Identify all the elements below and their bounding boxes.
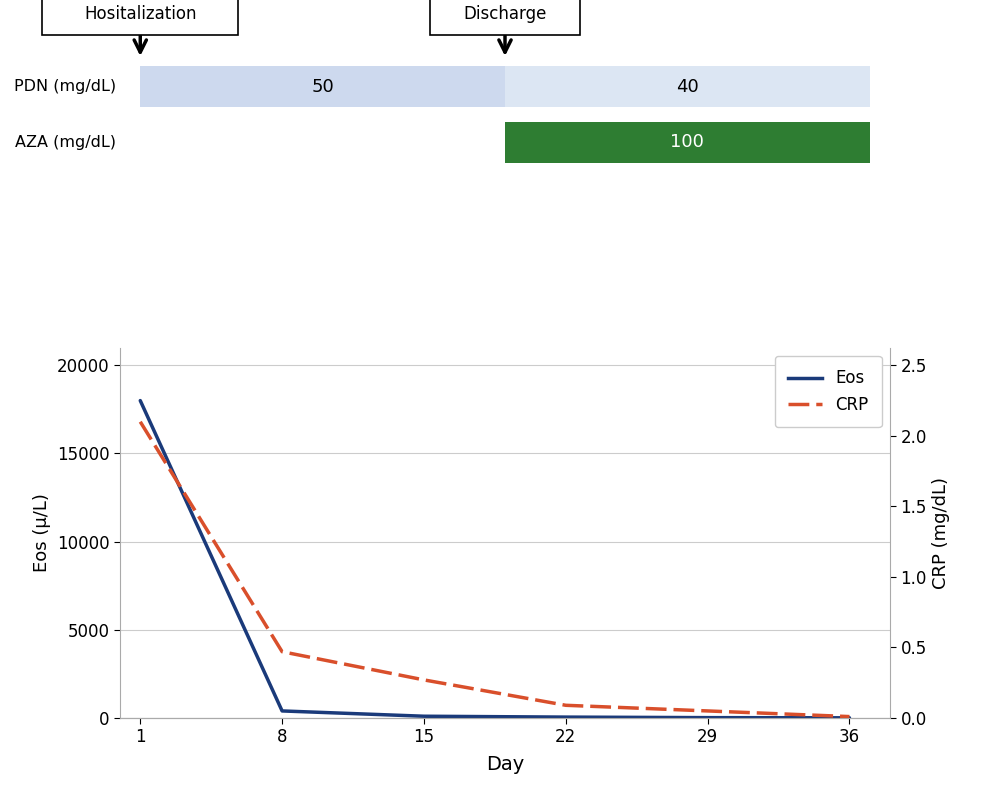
FancyBboxPatch shape (42, 0, 238, 35)
Text: Discharge: Discharge (463, 6, 547, 24)
Bar (505, 122, 870, 163)
Text: 40: 40 (676, 77, 699, 95)
FancyBboxPatch shape (430, 0, 580, 35)
Text: 100: 100 (670, 133, 704, 151)
Text: Hositalization: Hositalization (84, 6, 197, 24)
Bar (140, 66, 505, 107)
Text: 50: 50 (311, 77, 334, 95)
Text: PDN (mg/dL): PDN (mg/dL) (14, 79, 116, 94)
Legend: Eos, CRP: Eos, CRP (775, 356, 882, 427)
Text: AZA (mg/dL): AZA (mg/dL) (15, 135, 116, 150)
Y-axis label: CRP (mg/dL): CRP (mg/dL) (932, 477, 950, 589)
Bar (505, 66, 870, 107)
X-axis label: Day: Day (486, 755, 524, 774)
Y-axis label: Eos (μ/L): Eos (μ/L) (33, 493, 51, 572)
